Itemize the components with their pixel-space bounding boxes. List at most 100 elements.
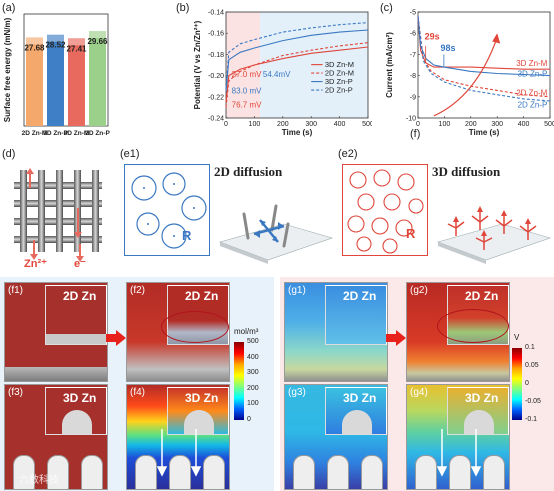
x-tick-label-2: 200: [277, 121, 289, 128]
radius-label-3d: R: [406, 226, 416, 241]
legend-label-2: 3D Zn-P: [325, 77, 353, 86]
g4-down-arrows: [436, 429, 482, 477]
g-ticks-label-3: -0.05: [525, 398, 541, 405]
f4-inset-title: 3D Zn: [185, 391, 219, 405]
series-label-2: 2D Zn-M: [516, 89, 547, 98]
f2-highlight-ellipse: [161, 311, 229, 343]
bar-cap-2: [68, 38, 85, 46]
panel-label-f3: (f3): [8, 387, 23, 398]
x-tick-label-0: 0: [416, 121, 420, 128]
2d-diffusion-schematic: [124, 164, 210, 256]
panel-b: 0 100 200 300 400 500 -0.14 -0.16 -0.18 -0.20 -0.2…: [176, 0, 374, 142]
g2-highlight-ellipse: [437, 309, 509, 343]
y-axis-label: Potential (V vs Zn/Zn²⁺): [193, 20, 202, 109]
f-ticks-label-0: 500: [247, 338, 259, 345]
f1-inset-substrate: [46, 334, 106, 344]
f1-inset-title: 2D Zn: [63, 289, 97, 303]
bar-cap-0: [26, 37, 43, 45]
sim-f3: 3D Zn (f3) 六数科技: [4, 384, 108, 490]
g3-inset: [325, 387, 387, 435]
2d-diffusion-title: 2D diffusion: [214, 164, 283, 179]
bar-0: [26, 37, 43, 127]
f4-inset: [167, 387, 229, 435]
2d-plate-illustration: [219, 204, 333, 264]
f3-pillars: [5, 455, 107, 489]
bar-value-label-3: 29.66: [87, 37, 108, 46]
x-tick-label-1: 100: [439, 121, 451, 128]
bar-category-label-3: 2D Zn-P: [85, 130, 110, 137]
panel-label-c: (c): [380, 2, 393, 14]
x-axis-label: Time (s): [469, 128, 500, 137]
y-tick-label-4: -9: [410, 94, 416, 101]
sim-g2: 2D Zn (g2): [406, 282, 510, 382]
g1-inset-title: 2D Zn: [343, 289, 377, 303]
y-tick-label-5: -0.24: [208, 116, 224, 123]
3d-diffusion-title: 3D diffusion: [432, 164, 501, 179]
x-tick-label-4: 400: [334, 121, 346, 128]
trend-arrow: [433, 37, 498, 117]
bar-value-label-0: 27.68: [24, 43, 45, 52]
panel-label-g3: (g3): [288, 387, 306, 398]
bar-value-label-1: 28.52: [45, 41, 66, 50]
panel-d: (d) Zn²: [0, 148, 112, 273]
series-label-1: 3D Zn-P: [518, 70, 548, 79]
panel-e1: (e1) R 2D diffusion: [118, 148, 336, 273]
legend-label-0: 3D Zn-M: [325, 60, 354, 69]
g-transition-arrow: [386, 330, 406, 346]
x-tick-label-2: 200: [465, 121, 477, 128]
y-tick-label-0: -5: [410, 10, 416, 17]
plot-frame: [417, 11, 551, 119]
panel-label-g2: (g2): [410, 285, 428, 296]
panel-label-e1: (e1): [120, 148, 140, 160]
f3-inset-title: 3D Zn: [63, 391, 97, 405]
y-tick-label-2: -0.18: [208, 52, 224, 59]
g-colorbar-unit: V: [514, 333, 520, 342]
f-ticks-label-5: 0: [247, 416, 251, 423]
zn-ion-label: Zn²⁺: [24, 258, 47, 270]
f-colorbar: [234, 342, 244, 420]
y-axis-label: Current (mA/cm²): [385, 32, 394, 98]
annotation-54mv: 54.4mV: [263, 70, 291, 79]
series-line-3: [417, 16, 551, 102]
g4-pillars: [407, 455, 509, 489]
f-ticks-label-1: 400: [247, 353, 259, 361]
y-axis-label: Surface free energy (mN/m): [3, 17, 12, 122]
sim-f1: 2D Zn (f1): [4, 282, 108, 382]
sim-g3: 3D Zn (g3): [284, 384, 388, 490]
f1-substrate: [5, 367, 107, 381]
annotation-98s: 98s: [440, 43, 455, 53]
g-ticks-label-0: 0.1: [525, 344, 535, 351]
electron-label: e⁻: [74, 258, 86, 270]
x-tick-label-5: 500: [544, 121, 554, 128]
series-line-2: [417, 16, 551, 98]
f-ticks-label-4: 100: [247, 400, 259, 408]
f3-inset: [45, 387, 107, 435]
sim-g1: 2D Zn (g1): [284, 282, 388, 382]
panel-e2: (e2) R 3D diffusion: [336, 148, 554, 273]
g3-inset-pillar: [342, 410, 372, 434]
series-label-3: 2D Zn-P: [518, 100, 548, 109]
panel-label-f2: (f2): [130, 285, 145, 296]
bar-cap-3: [89, 31, 106, 39]
g1-inset: [325, 285, 387, 345]
y-tick-label-2: -7: [410, 52, 416, 59]
bar-1: [47, 34, 64, 126]
3d-nuclei-circles: [347, 169, 424, 254]
y-tick-label-1: -6: [410, 31, 416, 38]
panel-label-g4: (g4): [410, 387, 428, 398]
f-transition-arrow: [106, 330, 126, 346]
g4-inset-pillar: [464, 410, 494, 434]
g-ticks-label-4: -0.1: [525, 416, 538, 423]
y-tick-label-0: -0.14: [208, 10, 224, 17]
annotation-27mv: 27.0 mV: [232, 70, 262, 79]
g-ticks-label-2: 0: [525, 380, 529, 387]
panel-label-f: (f): [410, 128, 421, 140]
y-tick-label-5: -10: [406, 116, 416, 123]
plot-frame: [23, 13, 109, 127]
bar-cap-1: [47, 34, 64, 42]
g2-inset-title: 2D Zn: [465, 289, 499, 303]
legend-label-1: 2D Zn-M: [325, 69, 354, 78]
f2-inset-title: 2D Zn: [185, 289, 219, 303]
bar-category-label-1: 3D Zn-P: [43, 130, 68, 137]
radius-label-2d: R: [182, 228, 192, 243]
